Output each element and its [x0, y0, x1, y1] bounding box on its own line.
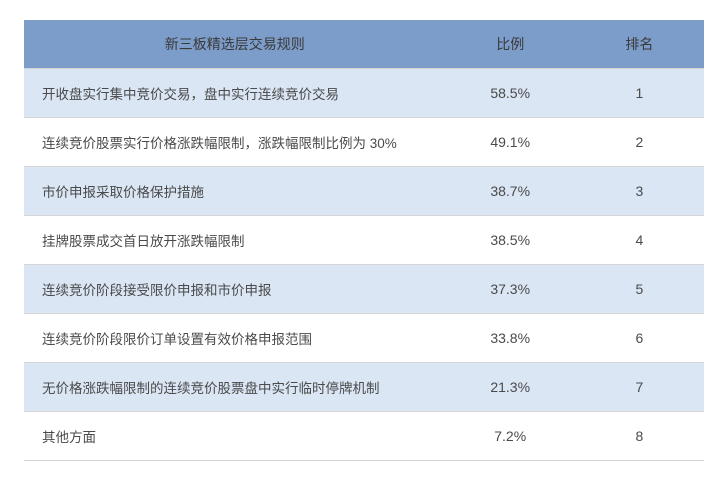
table-row: 连续竞价股票实行价格涨跌幅限制，涨跌幅限制比例为 30% 49.1% 2 [24, 118, 704, 167]
cell-rank: 6 [575, 314, 704, 363]
cell-pct: 21.3% [446, 363, 575, 412]
table-row: 其他方面 7.2% 8 [24, 412, 704, 461]
cell-rank: 1 [575, 69, 704, 118]
cell-rule: 无价格涨跌幅限制的连续竞价股票盘中实行临时停牌机制 [24, 363, 446, 412]
rules-table: 新三板精选层交易规则 比例 排名 开收盘实行集中竞价交易，盘中实行连续竞价交易 … [24, 20, 704, 461]
table-row: 连续竞价阶段接受限价申报和市价申报 37.3% 5 [24, 265, 704, 314]
table-header-row: 新三板精选层交易规则 比例 排名 [24, 20, 704, 69]
table-row: 开收盘实行集中竞价交易，盘中实行连续竞价交易 58.5% 1 [24, 69, 704, 118]
cell-rule: 连续竞价股票实行价格涨跌幅限制，涨跌幅限制比例为 30% [24, 118, 446, 167]
col-header-rule: 新三板精选层交易规则 [24, 20, 446, 69]
table-row: 无价格涨跌幅限制的连续竞价股票盘中实行临时停牌机制 21.3% 7 [24, 363, 704, 412]
cell-pct: 38.5% [446, 216, 575, 265]
cell-rule: 挂牌股票成交首日放开涨跌幅限制 [24, 216, 446, 265]
cell-rank: 7 [575, 363, 704, 412]
cell-pct: 49.1% [446, 118, 575, 167]
cell-rule: 连续竞价阶段限价订单设置有效价格申报范围 [24, 314, 446, 363]
cell-rank: 2 [575, 118, 704, 167]
cell-pct: 7.2% [446, 412, 575, 461]
col-header-pct: 比例 [446, 20, 575, 69]
cell-rule: 开收盘实行集中竞价交易，盘中实行连续竞价交易 [24, 69, 446, 118]
table-row: 挂牌股票成交首日放开涨跌幅限制 38.5% 4 [24, 216, 704, 265]
cell-rule: 市价申报采取价格保护措施 [24, 167, 446, 216]
cell-rule: 连续竞价阶段接受限价申报和市价申报 [24, 265, 446, 314]
table-container: 新三板精选层交易规则 比例 排名 开收盘实行集中竞价交易，盘中实行连续竞价交易 … [24, 20, 704, 461]
cell-rule: 其他方面 [24, 412, 446, 461]
cell-rank: 8 [575, 412, 704, 461]
cell-rank: 5 [575, 265, 704, 314]
cell-pct: 38.7% [446, 167, 575, 216]
cell-pct: 58.5% [446, 69, 575, 118]
col-header-rank: 排名 [575, 20, 704, 69]
cell-rank: 3 [575, 167, 704, 216]
table-body: 开收盘实行集中竞价交易，盘中实行连续竞价交易 58.5% 1 连续竞价股票实行价… [24, 69, 704, 461]
cell-rank: 4 [575, 216, 704, 265]
table-row: 连续竞价阶段限价订单设置有效价格申报范围 33.8% 6 [24, 314, 704, 363]
cell-pct: 33.8% [446, 314, 575, 363]
table-row: 市价申报采取价格保护措施 38.7% 3 [24, 167, 704, 216]
cell-pct: 37.3% [446, 265, 575, 314]
